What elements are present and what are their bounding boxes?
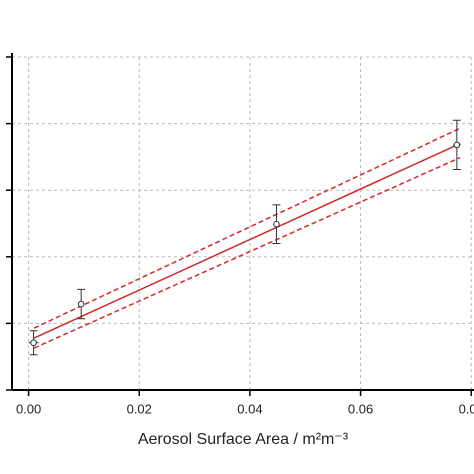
data-point xyxy=(30,339,37,347)
data-point xyxy=(453,141,461,149)
x-tick-label: 0.00 xyxy=(16,401,41,416)
x-tick-label: 0.04 xyxy=(237,401,262,416)
x-tick-label: 0.06 xyxy=(348,401,373,416)
x-axis-label: Aerosol Surface Area / m²m⁻³ xyxy=(138,431,349,448)
x-tick-label: 0.08 xyxy=(459,401,474,416)
data-point xyxy=(77,300,85,308)
fit-line xyxy=(33,127,461,329)
fit-line xyxy=(33,156,461,349)
fit-line xyxy=(33,142,461,339)
x-tick-label: 0.02 xyxy=(127,401,152,416)
data-point xyxy=(273,220,280,228)
